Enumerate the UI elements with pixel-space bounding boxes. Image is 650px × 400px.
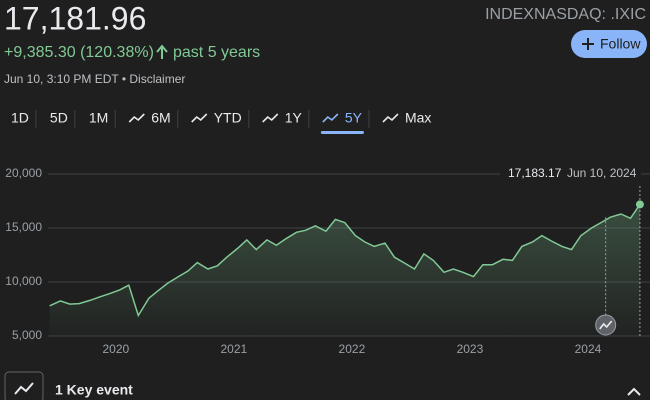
x-tick-label: 2022	[339, 342, 366, 356]
key-event-icon	[599, 320, 613, 330]
tab-label[interactable]: 1M	[89, 110, 108, 126]
y-tick-label: 10,000	[5, 274, 42, 288]
tab-underline	[320, 131, 364, 134]
tab-icon	[322, 113, 339, 123]
expand-caret[interactable]	[627, 387, 641, 396]
tab-label[interactable]: Max	[405, 110, 431, 126]
follow-label[interactable]: Follow	[600, 36, 641, 52]
tab-label[interactable]: 1D	[11, 110, 29, 126]
timestamp[interactable]: Jun 10, 3:10 PM EDT • Disclaimer	[4, 72, 185, 86]
key-events-label[interactable]: 1 Key event	[55, 382, 133, 398]
plus-icon	[582, 38, 594, 50]
ticker: INDEXNASDAQ: .IXIC	[485, 6, 646, 23]
y-tick-label: 15,000	[5, 220, 42, 234]
price: 17,181.96	[4, 0, 146, 36]
tab-icon	[128, 113, 145, 123]
tab-label[interactable]: 6M	[151, 110, 170, 126]
follow-button[interactable]	[571, 30, 647, 58]
tab-label[interactable]: 1Y	[285, 110, 303, 126]
x-tick-label: 2023	[457, 342, 484, 356]
x-tick-label: 2021	[221, 342, 248, 356]
tooltip-date: Jun 10, 2024	[567, 166, 637, 180]
tab-label[interactable]: 5Y	[345, 110, 363, 126]
tab-label[interactable]: 5D	[50, 110, 68, 126]
tab-icon	[382, 113, 399, 123]
y-tick-label: 20,000	[5, 166, 42, 180]
change: +9,385.30 (120.38%)	[4, 44, 154, 61]
x-tick-label: 2020	[102, 342, 129, 356]
price-line	[49, 203, 641, 318]
period: past 5 years	[173, 44, 260, 61]
end-point	[635, 200, 644, 209]
x-tick-label: 2024	[575, 342, 602, 356]
tooltip-value: 17,183.17	[508, 166, 562, 180]
tab-label[interactable]: YTD	[214, 110, 242, 126]
area-fill	[49, 204, 640, 336]
y-tick-label: 5,000	[12, 328, 42, 342]
tab-icon	[191, 113, 208, 123]
key-event-icon-box[interactable]	[4, 371, 44, 400]
up-arrow	[156, 44, 168, 59]
trend-icon	[14, 382, 34, 395]
tab-icon	[262, 113, 279, 123]
tooltip-box	[500, 162, 641, 186]
